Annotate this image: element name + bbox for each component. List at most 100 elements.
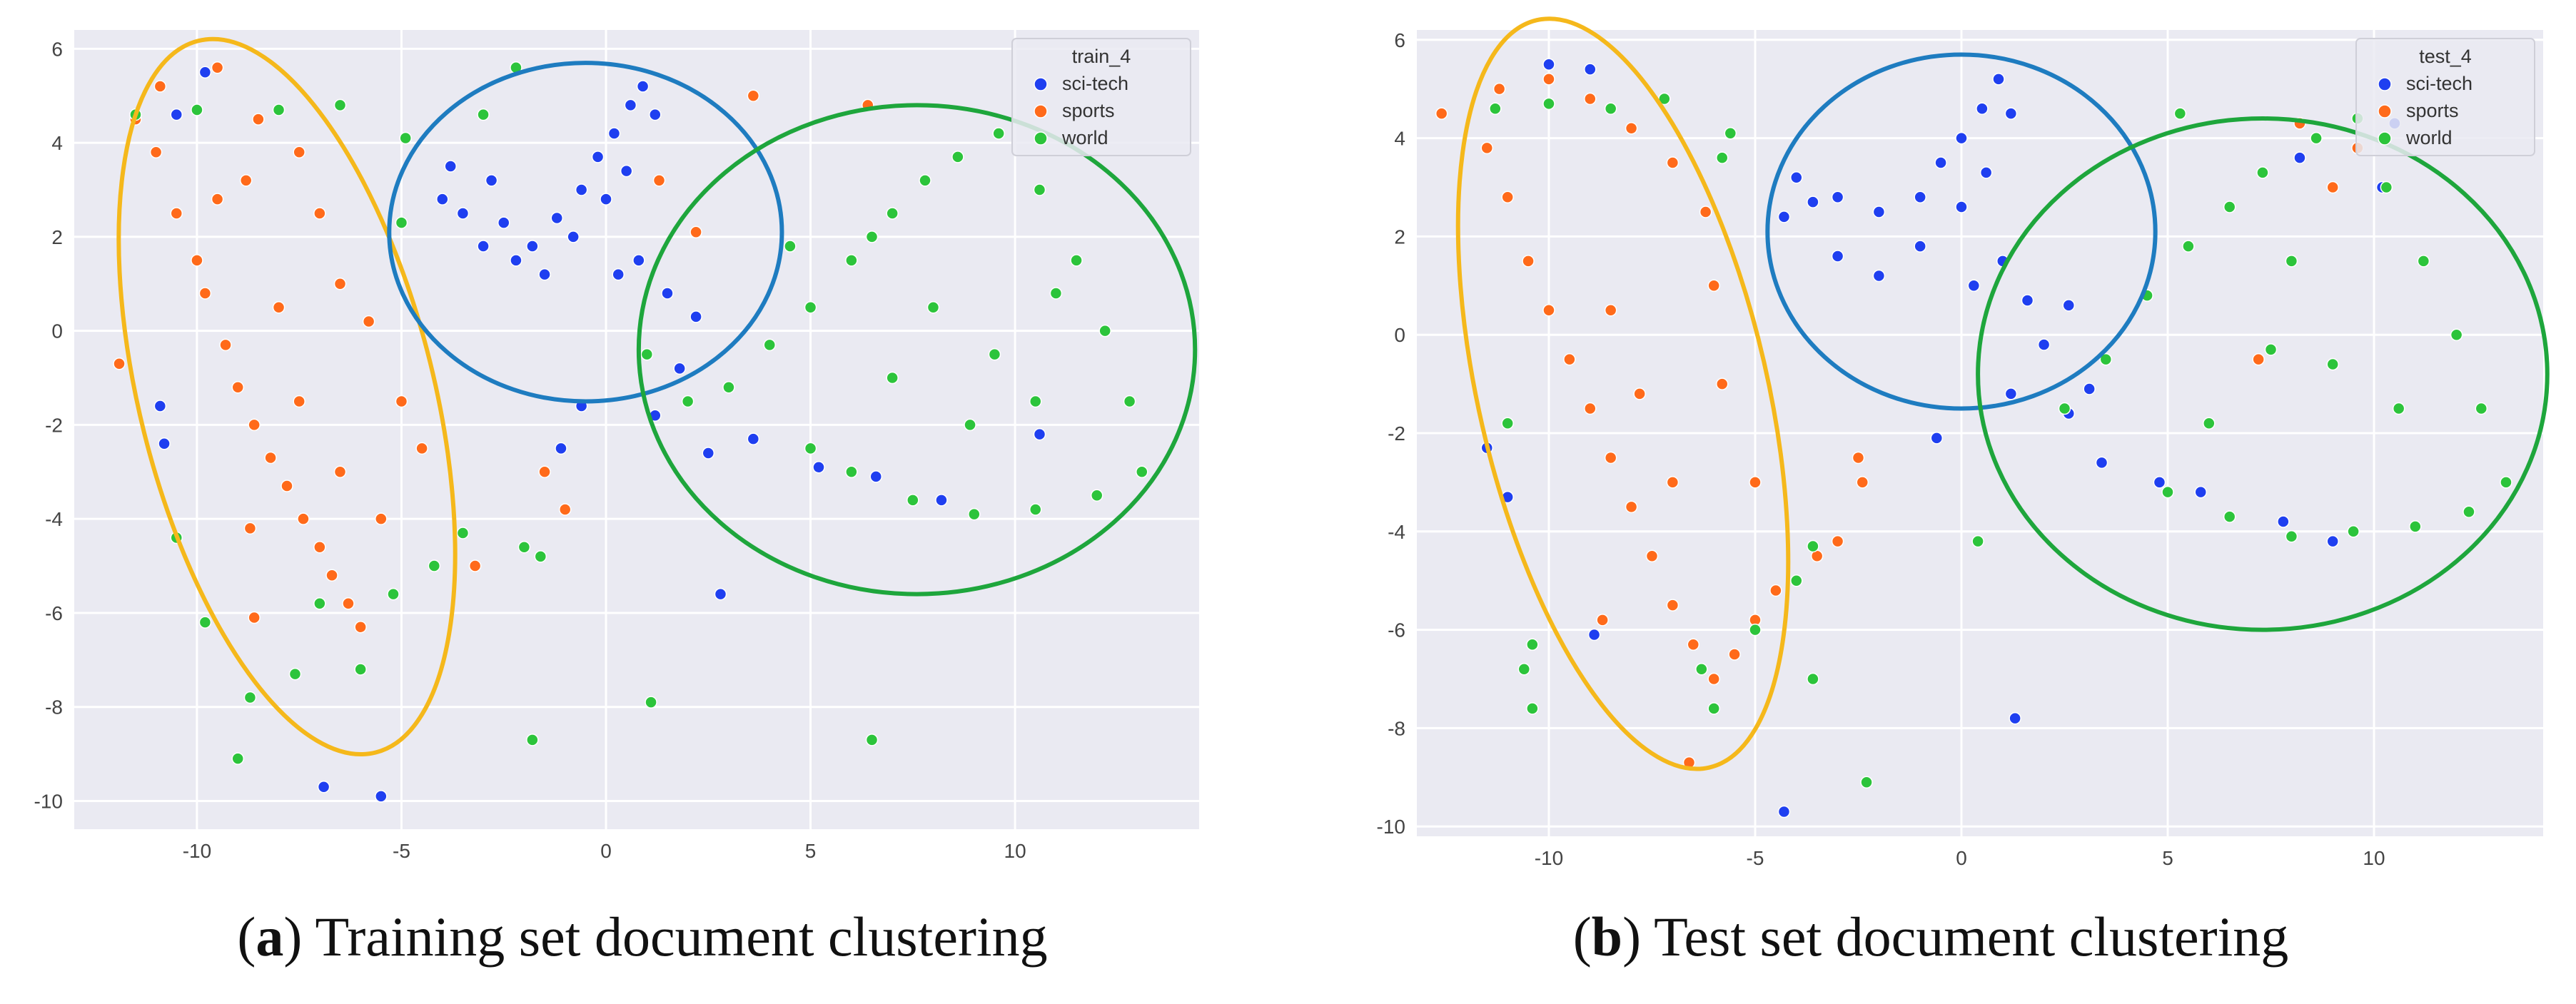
legend-label-sci-tech: sci-tech — [1062, 73, 1128, 94]
cluster-ellipse — [1765, 52, 2158, 411]
point-world — [1860, 776, 1873, 789]
y-tick-label: -8 — [1388, 717, 1405, 739]
point-sports — [239, 174, 253, 187]
point-sports — [1856, 476, 1869, 489]
tick-labels: -10 -5 0 5 10 6 4 2 0 -2 -4 -6 -8 -10 — [34, 38, 1026, 862]
point-sports — [248, 418, 261, 432]
point-sports — [1769, 584, 1782, 597]
chart-a: -10 -5 0 5 10 6 4 2 0 -2 -4 -6 -8 -10 train_4 sci-tech s… — [34, 30, 1199, 862]
point-sci-tech — [2293, 151, 2306, 164]
point-world — [2409, 520, 2422, 533]
y-tick-label: 4 — [1394, 128, 1405, 150]
point-sports — [415, 442, 428, 455]
legend-marker-sci-tech — [1034, 77, 1048, 91]
point-sci-tech — [1992, 73, 2005, 86]
point-sci-tech — [620, 164, 633, 178]
point-sports — [313, 207, 326, 220]
x-tick-label: 0 — [600, 840, 612, 862]
x-tick-label: 5 — [805, 840, 817, 862]
point-sci-tech — [624, 98, 637, 112]
point-world — [1136, 465, 1148, 479]
point-world — [2264, 343, 2278, 356]
point-sci-tech — [510, 254, 522, 267]
point-sports — [1480, 141, 1494, 155]
x-tick-label: -5 — [1747, 847, 1764, 869]
point-world — [288, 667, 302, 681]
point-sci-tech — [612, 268, 625, 281]
point-sci-tech — [649, 108, 662, 121]
y-tick-label: 0 — [51, 320, 63, 343]
point-world — [272, 103, 286, 116]
point-sci-tech — [550, 211, 563, 225]
legend-label-sports: sports — [2406, 100, 2459, 121]
point-sci-tech — [1831, 191, 1844, 204]
point-sci-tech — [2062, 299, 2076, 312]
point-sports — [1584, 92, 1597, 106]
point-sci-tech — [747, 432, 760, 445]
point-sports — [1666, 599, 1680, 612]
point-world — [2347, 525, 2360, 538]
point-sci-tech — [1914, 191, 1926, 204]
point-sci-tech — [1831, 250, 1844, 263]
point-sci-tech — [497, 216, 510, 229]
point-sports — [211, 61, 224, 74]
point-sci-tech — [2009, 711, 2021, 725]
x-tick-label: 0 — [1956, 847, 1967, 869]
x-tick-label: -10 — [1535, 847, 1563, 869]
point-sports — [252, 113, 265, 126]
point-sports — [558, 503, 572, 516]
series-sports — [113, 61, 874, 634]
point-sci-tech — [1872, 269, 1886, 283]
point-sports — [375, 512, 388, 525]
point-sci-tech — [2083, 382, 2096, 395]
point-sci-tech — [2277, 515, 2290, 528]
point-world — [2173, 107, 2187, 120]
cluster-ellipse — [1455, 16, 1791, 771]
legend-title: train_4 — [1072, 46, 1131, 67]
point-sports — [1625, 500, 1638, 514]
legend-box — [1011, 38, 1191, 156]
point-world — [1049, 287, 1063, 300]
point-world — [1489, 102, 1502, 115]
point-world — [2285, 529, 2298, 543]
panel-a: -10 -5 0 5 10 6 4 2 0 -2 -4 -6 -8 -10 train_4 sci-tech s… — [0, 0, 1285, 1004]
caption-a: (a) Training set document clustering — [0, 905, 1285, 969]
x-tick-label: -5 — [393, 840, 410, 862]
point-world — [526, 734, 539, 746]
point-world — [2380, 181, 2393, 194]
point-sci-tech — [1955, 131, 1968, 145]
point-sports — [333, 465, 347, 479]
legend-marker-sports — [1034, 104, 1048, 118]
point-sports — [1852, 451, 1865, 465]
point-sci-tech — [1033, 427, 1046, 441]
point-world — [1501, 417, 1514, 430]
point-sports — [272, 300, 286, 314]
point-sports — [313, 540, 326, 554]
legend-label-sci-tech: sci-tech — [2406, 73, 2473, 94]
legend-label-world: world — [1061, 127, 1108, 148]
plot-background — [74, 30, 1199, 829]
point-sci-tech — [1807, 196, 1819, 208]
point-sci-tech — [444, 160, 457, 173]
point-world — [886, 207, 899, 220]
y-tick-label: 6 — [1394, 29, 1405, 51]
point-sci-tech — [436, 193, 449, 206]
point-sci-tech — [526, 240, 539, 253]
point-sports — [1715, 377, 1729, 390]
point-sports — [248, 611, 261, 624]
point-sports — [1666, 156, 1680, 169]
point-sports — [690, 225, 702, 239]
point-sci-tech — [1777, 211, 1791, 223]
cluster-ellipse — [1976, 116, 2550, 632]
point-sports — [211, 193, 224, 206]
point-sports — [1728, 648, 1741, 661]
x-tick-label: 5 — [2162, 847, 2173, 869]
point-sci-tech — [869, 470, 883, 483]
caption-b-letter: b — [1591, 906, 1623, 968]
legend-label-sports: sports — [1062, 100, 1115, 121]
point-world — [477, 108, 490, 121]
point-world — [456, 527, 470, 539]
point-sci-tech — [538, 268, 551, 281]
legend-box — [2355, 38, 2535, 156]
point-world — [2256, 166, 2269, 179]
